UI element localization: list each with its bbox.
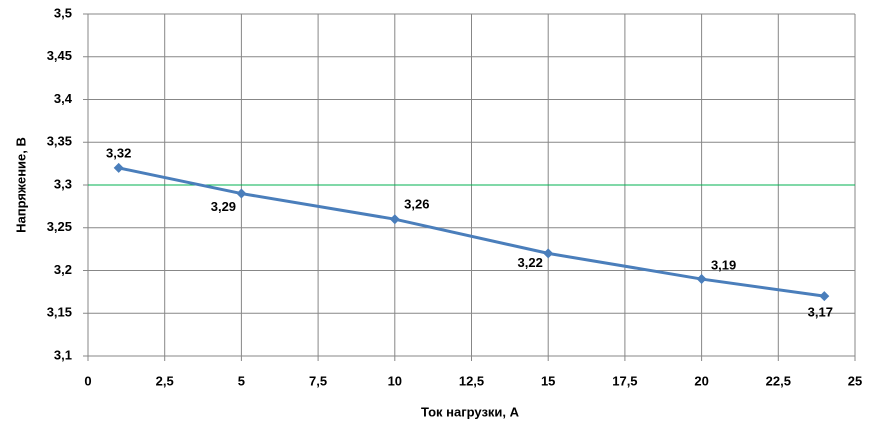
x-axis-title: Ток нагрузки, А — [421, 404, 520, 419]
y-tick-label: 3,35 — [47, 134, 72, 149]
y-axis-title: Напряжение, В — [13, 137, 28, 233]
x-tick-label: 20 — [694, 373, 708, 388]
x-tick-label: 5 — [238, 373, 245, 388]
marker — [696, 274, 707, 285]
x-tick-label: 7,5 — [309, 373, 327, 388]
marker — [113, 162, 124, 173]
data-label: 3,22 — [518, 255, 543, 270]
data-label: 3,29 — [211, 199, 236, 214]
data-label: 3,17 — [808, 305, 833, 320]
marker — [389, 214, 400, 225]
x-tick-label: 0 — [84, 373, 91, 388]
y-tick-label: 3,5 — [54, 5, 72, 20]
marker — [236, 188, 247, 199]
series-line — [118, 166, 825, 298]
y-tick-label: 3,25 — [47, 219, 72, 234]
x-tick-label: 2,5 — [156, 373, 174, 388]
x-tick-label: 25 — [848, 373, 862, 388]
data-label: 3,26 — [404, 197, 429, 212]
x-tick-label: 22,5 — [766, 373, 791, 388]
x-tick-label: 15 — [541, 373, 555, 388]
x-tick-label: 12,5 — [459, 373, 484, 388]
data-label: 3,19 — [711, 257, 736, 272]
y-tick-label: 3,4 — [54, 91, 73, 106]
marker — [819, 291, 830, 302]
marker — [543, 248, 554, 259]
y-tick-label: 3,15 — [47, 305, 72, 320]
x-tick-label: 10 — [388, 373, 402, 388]
data-label: 3,32 — [106, 145, 131, 160]
y-tick-label: 3,3 — [54, 176, 72, 191]
y-tick-label: 3,1 — [54, 347, 72, 362]
x-tick-label: 17,5 — [612, 373, 637, 388]
y-tick-label: 3,2 — [54, 262, 72, 277]
y-tick-label: 3,45 — [47, 48, 72, 63]
